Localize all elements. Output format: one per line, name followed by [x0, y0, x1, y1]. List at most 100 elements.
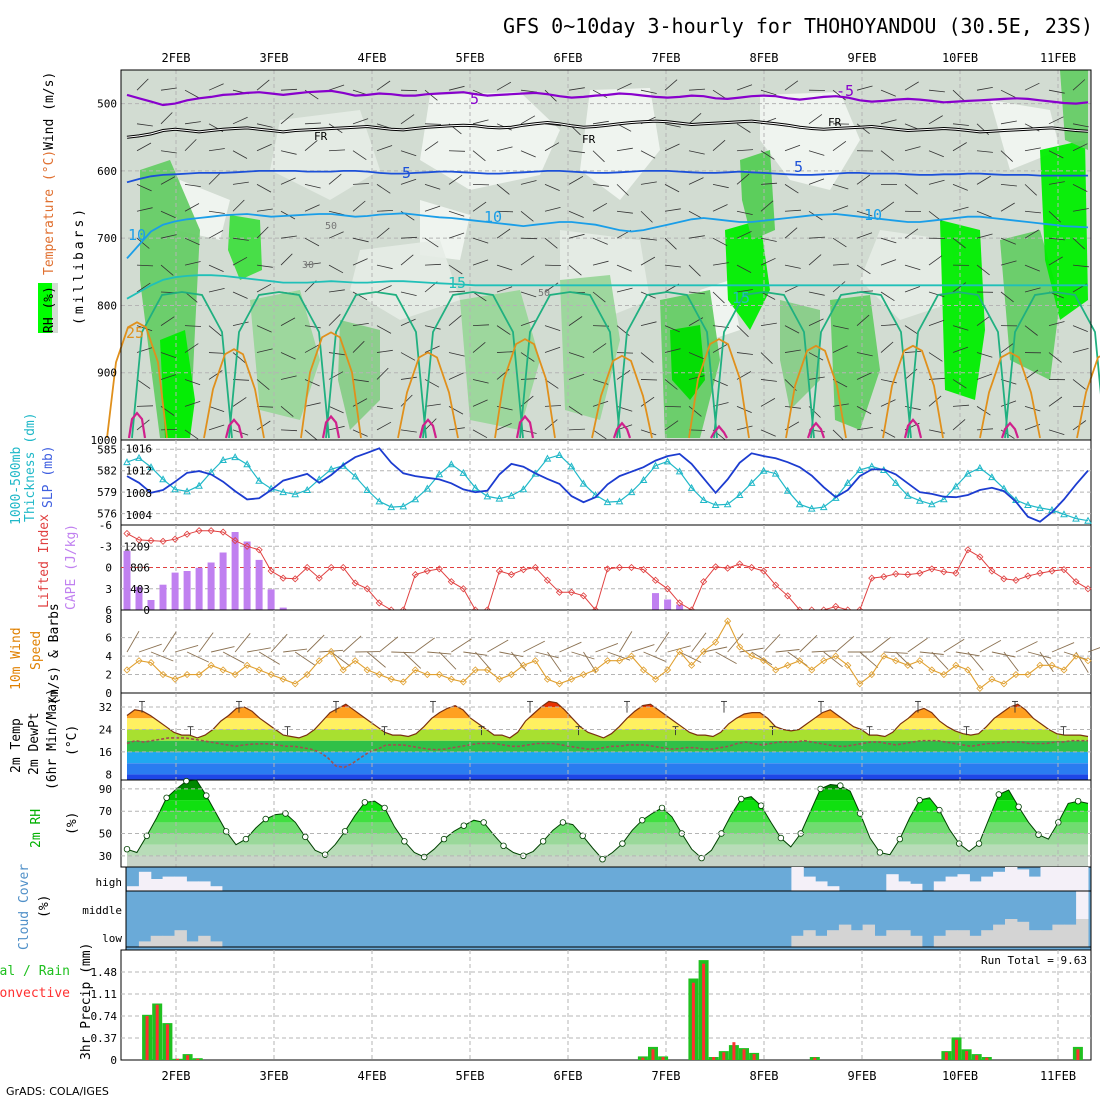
- wind-barb-328: [736, 173, 750, 185]
- rh2m-point-26: [381, 804, 388, 812]
- wind-speed-point-39: [591, 666, 600, 674]
- cape-grid: [121, 525, 1091, 610]
- cloud-low-7: [210, 941, 223, 947]
- label-cloud-cover: Cloud Cover: [17, 864, 32, 950]
- temp-line: [126, 700, 1089, 739]
- wind-barb-142: [376, 421, 392, 431]
- bottom-date-labels: 2FEB 3FEB 4FEB 5FEB 6FEB 7FEB 8FEB 9FEB …: [162, 1069, 1077, 1083]
- wind-speed-point-57: [808, 666, 816, 674]
- wind-barb-465: [976, 373, 993, 380]
- cloud-high-69: [945, 876, 958, 891]
- wind-barb-39: [208, 83, 224, 91]
- wind-barb-242: [568, 316, 583, 326]
- tick-precip-0.74: 0.74: [91, 1010, 118, 1023]
- cloud-high-3: [162, 876, 175, 891]
- cloud-low-70: [957, 930, 970, 947]
- rh-green-blob-10: [830, 295, 880, 430]
- isotherm-25-tongue-2: [300, 331, 362, 439]
- thickness-point-24: [411, 495, 420, 503]
- wind-speed-point-47: [688, 661, 696, 669]
- wind-barb-100: [304, 344, 320, 353]
- precip-conv-bar-4: [176, 1058, 179, 1060]
- wind-barb-76: [256, 405, 274, 408]
- wind-barb-88: [280, 375, 297, 380]
- cape-bar-8: [219, 552, 227, 610]
- wind-barb-319: [712, 291, 725, 304]
- cloud-low-68: [933, 935, 947, 947]
- rh2m-point-42: [539, 838, 547, 845]
- wind-speed-point-61: [856, 680, 864, 688]
- wind-barb-213: [520, 237, 538, 240]
- wind-barb-183: [472, 119, 489, 125]
- label-convective: Convective: [0, 986, 70, 1001]
- wind-barb-516: [1072, 348, 1089, 353]
- wind-speed-point-52: [748, 652, 756, 660]
- wind-barb-162: [424, 263, 442, 266]
- slp-grid: [121, 440, 1091, 525]
- wind-barb-10m-2: [150, 651, 174, 662]
- wind-barb-491: [1024, 369, 1039, 380]
- wind-barb-302: [688, 177, 704, 185]
- rh2m-point-48: [599, 856, 606, 863]
- wind-barb-291: [664, 237, 677, 250]
- wind-barb-4: [136, 207, 153, 212]
- rh2m-point-84: [956, 840, 963, 847]
- wind-barb-209: [520, 115, 536, 125]
- thickness-point-10: [243, 460, 251, 468]
- wind-barb-326: [736, 123, 751, 133]
- wind-barb-240: [568, 264, 582, 276]
- date-label-10feb-bottom: 10FEB: [942, 1069, 978, 1083]
- wind-barb-29: [184, 183, 201, 187]
- wind-barb-457: [976, 150, 993, 153]
- label-10m-wind: 10m Wind: [9, 627, 24, 690]
- thickness-point-8: [219, 455, 227, 463]
- label-2m-dewpt: 2m DewPt: [27, 712, 42, 775]
- li-point-11: [255, 546, 263, 554]
- wind-barb-191: [472, 341, 486, 353]
- isotherm-freezing-inner: [126, 120, 1089, 138]
- wind-barb-10m-17: [330, 651, 351, 667]
- wind-barb-10m-53: [763, 634, 781, 653]
- label-temp-unit: (°C): [65, 725, 80, 756]
- wind-barb-10m-78: [1063, 651, 1087, 660]
- wind-barb-468: [1000, 89, 1016, 98]
- li-point-13: [279, 574, 287, 582]
- wind-barb-177: [448, 315, 462, 326]
- wind-barb-367: [808, 178, 825, 185]
- cloud-low-3: [162, 935, 175, 947]
- label-3hr-precip: 3hr Precip (mm): [79, 943, 94, 1060]
- tick-temp-24: 24: [99, 723, 113, 736]
- rh2m-point-44: [559, 819, 567, 826]
- wind-barb-370: [808, 254, 822, 266]
- cloud-low-64: [886, 930, 899, 947]
- wind-barb-338: [760, 89, 777, 96]
- wind-barb-401: [856, 406, 872, 415]
- wind-barb-10m-27: [451, 638, 472, 653]
- cloud-high-76: [1028, 876, 1042, 891]
- li-point-14: [291, 575, 299, 583]
- li-point-46: [676, 599, 684, 607]
- li-point-2: [147, 537, 155, 545]
- tick-wind-6: 6: [105, 632, 112, 645]
- wind-barb-15: [160, 150, 177, 154]
- label-rh: RH (%): [42, 286, 57, 333]
- li-point-15: [303, 563, 311, 572]
- cape-bar-13: [279, 607, 287, 610]
- wind-speed-point-63: [880, 652, 888, 660]
- wind-barb-120: [352, 183, 370, 185]
- wind-barb-371: [808, 291, 825, 296]
- wind-barb-331: [736, 264, 752, 273]
- wind-speed-point-26: [435, 670, 443, 679]
- thickness-point-37: [567, 462, 576, 470]
- wind-barb-10m-42: [631, 644, 655, 653]
- wind-barb-330: [736, 231, 752, 239]
- isotherm-30-tongue-1: [224, 418, 244, 439]
- chart-title: GFS 0~10day 3-hourly for THOHOYANDOU (30…: [503, 14, 1093, 38]
- date-label-2feb-top: 2FEB: [162, 51, 191, 65]
- wind-barb-267: [616, 287, 633, 293]
- li-point-80: [1084, 585, 1092, 593]
- rh2m-point-80: [916, 796, 923, 804]
- wind-barb-141: [376, 405, 393, 409]
- wind-barb-56: [232, 199, 245, 212]
- isotherm-25-tongue-8: [882, 344, 944, 439]
